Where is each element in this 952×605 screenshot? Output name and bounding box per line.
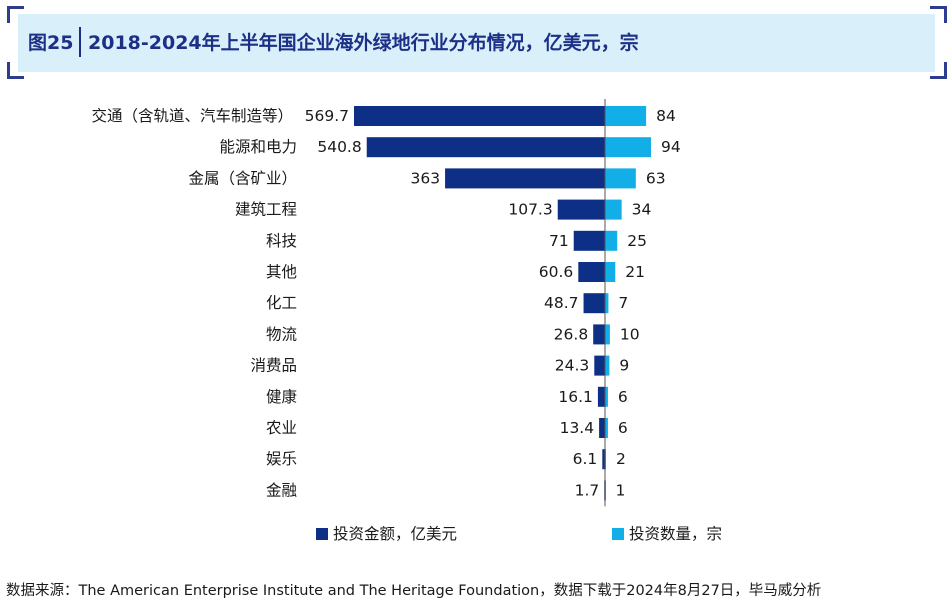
bar-investment-amount [445,168,605,189]
data-label-count: 2 [616,450,626,468]
title-divider [79,27,81,57]
category-label: 科技 [266,232,297,250]
data-label-count: 9 [619,357,629,375]
category-label: 金属（含矿业） [188,169,297,187]
bar-investment-count [605,168,636,189]
bar-investment-amount [599,418,605,438]
corner-bracket-bottom-right [930,62,947,79]
category-label: 金融 [266,481,297,499]
source-note: 数据来源：The American Enterprise Institute a… [6,583,822,599]
data-label-count: 6 [618,388,628,406]
data-label-amount: 60.6 [539,263,574,281]
legend-label-amount: 投资金额，亿美元 [333,525,457,543]
data-label-count: 63 [646,169,666,187]
data-label-amount: 1.7 [575,481,600,499]
bar-investment-count [605,137,651,158]
corner-bracket-bottom-left [7,62,24,79]
category-label: 消费品 [250,357,297,375]
category-label: 农业 [266,419,297,437]
data-label-amount: 48.7 [544,294,579,312]
bar-investment-count [605,199,622,220]
bar-investment-amount [573,230,605,251]
data-label-count: 21 [625,263,645,281]
bar-investment-count [605,230,618,251]
bar-investment-count [605,324,610,345]
bar-investment-count [605,293,609,314]
bar-investment-count [605,262,616,282]
category-label: 娱乐 [266,450,297,468]
legend-swatch-count [612,528,624,540]
figure-label: 图25 [28,32,74,54]
bar-investment-amount [583,293,605,314]
bar-investment-amount [602,449,605,470]
bar-investment-amount [578,262,605,282]
data-label-count: 94 [661,138,681,156]
data-label-count: 1 [615,481,625,499]
chart-title: 2018-2024年上半年国企业海外绿地行业分布情况，亿美元，宗 [88,32,639,54]
title-banner [18,14,935,72]
category-label: 物流 [266,325,297,343]
category-label: 其他 [266,263,297,281]
data-label-amount: 107.3 [508,201,552,219]
bar-investment-count [605,355,610,376]
data-label-count: 25 [627,232,647,250]
data-label-amount: 71 [549,232,569,250]
data-label-count: 84 [656,107,676,125]
bar-investment-amount [354,106,605,126]
corner-bracket-top-left [7,6,24,23]
legend-swatch-amount [316,528,328,540]
legend-label-count: 投资数量，宗 [629,525,722,543]
bar-investment-count [605,106,647,126]
data-label-count: 34 [632,201,652,219]
bar-investment-count [605,418,608,438]
bar-investment-amount [366,137,605,158]
diverging-bar-chart: 569.7 84 交通（含轨道、汽车制造等） 540.8 94 能源和电力 363 63 金属（… [91,99,722,543]
data-label-count: 7 [618,294,628,312]
corner-bracket-top-right [930,6,947,23]
bar-investment-amount [594,355,605,376]
bar-investment-amount [597,386,605,407]
data-label-amount: 26.8 [554,325,589,343]
category-label: 能源和电力 [219,138,297,156]
data-label-count: 10 [620,325,640,343]
data-label-amount: 13.4 [560,419,595,437]
data-label-amount: 6.1 [573,450,598,468]
bar-investment-amount [557,199,605,220]
data-label-amount: 363 [410,169,440,187]
category-label: 交通（含轨道、汽车制造等） [91,107,293,125]
bar-investment-amount [593,324,605,345]
data-label-amount: 540.8 [317,138,361,156]
data-label-amount: 569.7 [305,107,349,125]
data-label-amount: 24.3 [555,357,590,375]
category-label: 建筑工程 [235,201,297,219]
data-label-count: 6 [618,419,628,437]
category-label: 化工 [266,294,297,312]
category-label: 健康 [266,388,297,406]
bar-investment-count [605,386,608,407]
data-label-amount: 16.1 [558,388,593,406]
